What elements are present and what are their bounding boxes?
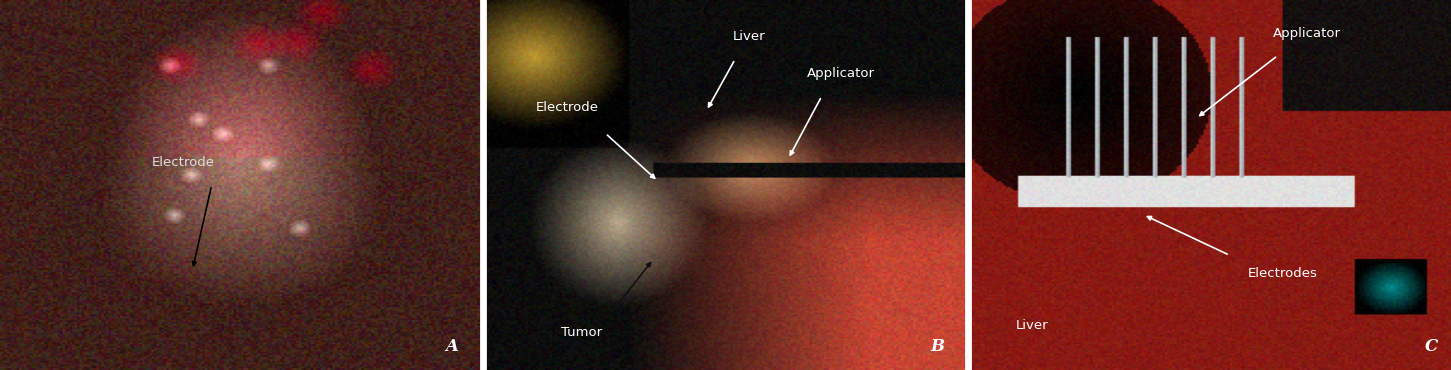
Text: Electrode: Electrode <box>151 156 215 169</box>
Text: Applicator: Applicator <box>807 67 875 81</box>
Text: C: C <box>1425 338 1438 355</box>
Text: Applicator: Applicator <box>1273 27 1341 40</box>
Text: Electrode: Electrode <box>535 101 598 114</box>
Text: Electrodes: Electrodes <box>1248 267 1318 280</box>
Text: Liver: Liver <box>733 30 766 44</box>
Text: A: A <box>445 338 459 355</box>
Text: B: B <box>930 338 945 355</box>
Text: Liver: Liver <box>1016 319 1049 332</box>
Text: Tumor: Tumor <box>560 326 602 340</box>
